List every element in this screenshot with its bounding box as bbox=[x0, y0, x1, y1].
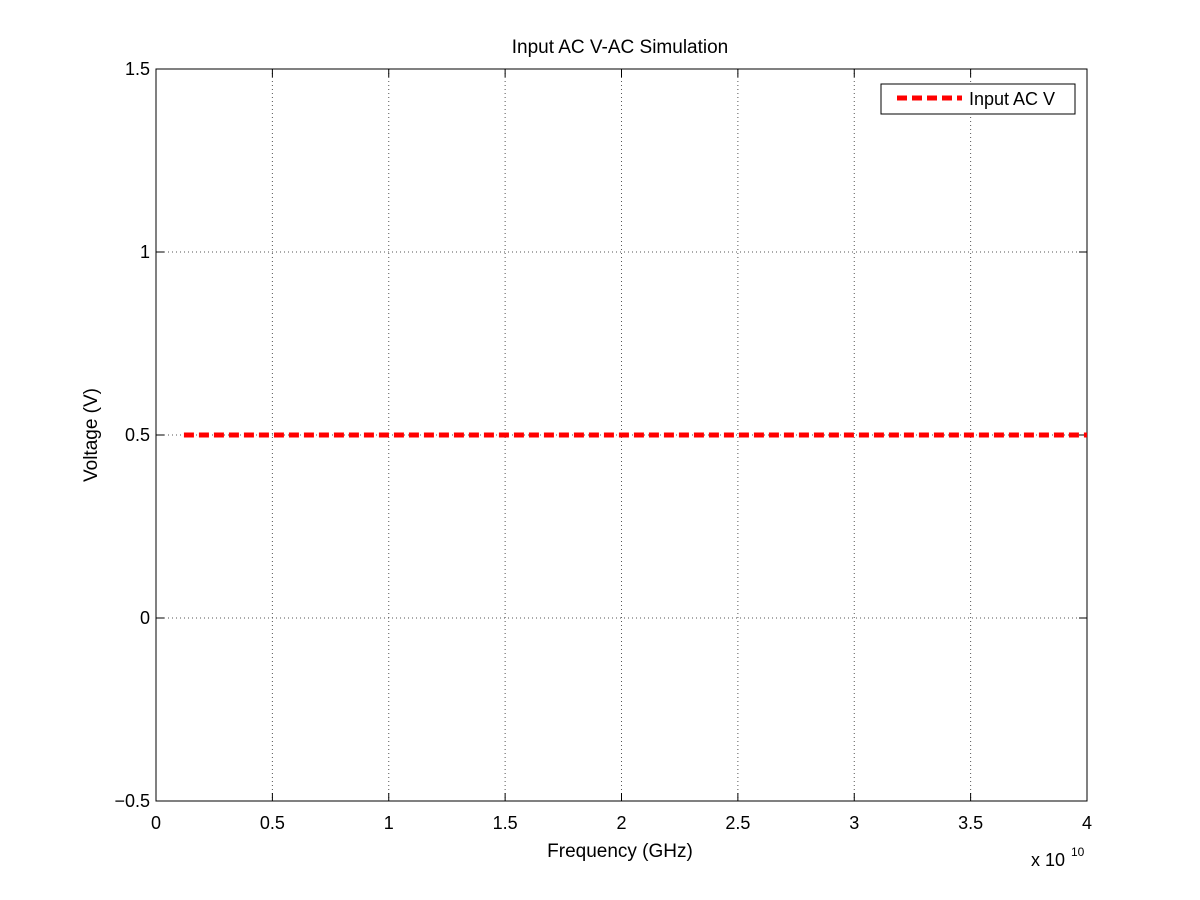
x-tick-label: 2 bbox=[616, 813, 626, 833]
x-tick-label: 2.5 bbox=[725, 813, 750, 833]
y-tick-label: 0.5 bbox=[125, 425, 150, 445]
x-tick-label: 3 bbox=[849, 813, 859, 833]
y-tick-label: 1 bbox=[140, 242, 150, 262]
x-tick-labels: 0 0.5 1 1.5 2 2.5 3 3.5 4 bbox=[151, 813, 1092, 833]
chart-title: Input AC V-AC Simulation bbox=[512, 37, 729, 58]
y-axis-label: Voltage (V) bbox=[81, 388, 102, 482]
x-tick-label: 4 bbox=[1082, 813, 1092, 833]
x-tick-label: 3.5 bbox=[958, 813, 983, 833]
x-tick-label: 1 bbox=[384, 813, 394, 833]
x-axis-exponent-base: x 10 bbox=[1031, 850, 1065, 870]
x-tick-label: 1.5 bbox=[493, 813, 518, 833]
x-axis-exponent-power: 10 bbox=[1071, 845, 1085, 859]
y-tick-label: 1.5 bbox=[125, 59, 150, 79]
y-tick-label: −0.5 bbox=[114, 791, 150, 811]
legend: Input AC V bbox=[880, 83, 1076, 115]
x-tick-label: 0 bbox=[151, 813, 161, 833]
y-tick-labels: −0.5 0 0.5 1 1.5 bbox=[114, 59, 150, 811]
x-axis-label: Frequency (GHz) bbox=[547, 841, 693, 862]
x-tick-label: 0.5 bbox=[260, 813, 285, 833]
legend-label: Input AC V bbox=[969, 89, 1055, 109]
y-tick-label: 0 bbox=[140, 608, 150, 628]
